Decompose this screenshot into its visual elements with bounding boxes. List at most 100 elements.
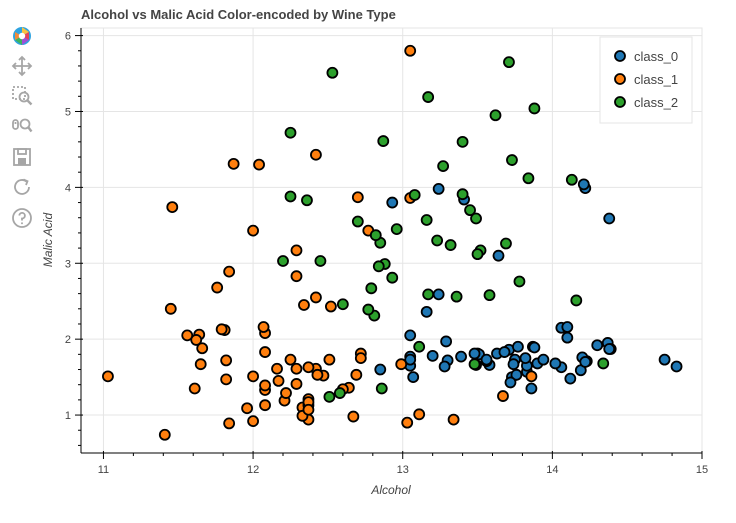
point-class_2 [437, 160, 450, 173]
point-class_1 [290, 244, 303, 257]
point-class_1 [395, 358, 408, 371]
point-class_1 [223, 417, 236, 430]
legend-marker-class_0 [614, 50, 626, 62]
legend-label-class_0: class_0 [634, 49, 678, 64]
legend-label-class_1: class_1 [634, 72, 678, 87]
point-class_1 [190, 334, 203, 346]
point-class_2 [570, 294, 583, 307]
point-class_0 [440, 335, 453, 348]
point-class_0 [512, 340, 524, 353]
point-class_1 [247, 224, 259, 237]
point-class_2 [431, 234, 444, 247]
point-class_2 [422, 288, 435, 301]
x-tick-label: 13 [397, 464, 409, 476]
point-class_2 [362, 303, 375, 316]
point-class_1 [310, 148, 322, 161]
point-class_1 [404, 44, 417, 57]
point-class_0 [404, 353, 417, 366]
pan-icon[interactable] [10, 54, 34, 78]
point-class_2 [444, 239, 457, 251]
wheel-zoom-icon[interactable] [10, 114, 34, 138]
point-class_0 [468, 347, 481, 360]
point-class_0 [432, 288, 445, 301]
point-class_1 [290, 378, 303, 390]
point-class_1 [354, 352, 367, 365]
y-tick-label: 5 [65, 106, 71, 118]
point-class_1 [280, 387, 292, 399]
point-class_2 [314, 255, 327, 267]
point-class_1 [158, 428, 171, 441]
point-class_2 [565, 173, 578, 186]
box-zoom-icon[interactable] [10, 84, 34, 108]
point-class_1 [525, 370, 538, 383]
point-class_1 [413, 408, 426, 421]
point-class_0 [519, 352, 532, 365]
y-tick-label: 1 [65, 410, 71, 422]
point-class_2 [500, 237, 512, 250]
point-class_1 [302, 361, 315, 374]
save-icon[interactable] [10, 145, 34, 169]
point-class_1 [350, 368, 363, 381]
legend-marker-class_1 [614, 73, 626, 85]
point-class_1 [290, 362, 303, 375]
point-class_2 [422, 91, 435, 103]
y-tick-label: 6 [65, 31, 71, 43]
point-class_0 [525, 382, 538, 395]
point-class_0 [374, 363, 387, 376]
point-class_1 [247, 370, 259, 383]
x-tick-label: 15 [696, 464, 708, 476]
point-class_1 [497, 390, 509, 402]
help-icon[interactable] [10, 206, 34, 230]
point-class_0 [549, 357, 562, 370]
point-class_2 [513, 275, 526, 288]
point-class_2 [284, 126, 297, 139]
bokeh-logo-icon[interactable] [10, 24, 34, 48]
point-class_1 [323, 353, 336, 366]
point-class_0 [492, 249, 505, 262]
point-class_0 [426, 349, 439, 362]
point-class_2 [365, 282, 378, 295]
point-class_1 [259, 379, 271, 392]
point-class_2 [326, 66, 339, 79]
point-class_2 [323, 390, 336, 403]
x-tick-label: 11 [98, 464, 109, 476]
point-class_1 [298, 299, 310, 311]
point-class_2 [597, 357, 610, 370]
reset-icon[interactable] [10, 175, 34, 199]
point-class_2 [470, 212, 482, 225]
legend-marker-class_2 [614, 96, 626, 108]
point-class_1 [290, 270, 303, 283]
point-class_1 [166, 201, 179, 214]
point-class_0 [603, 212, 616, 225]
point-class_2 [386, 271, 399, 284]
point-class_2 [506, 154, 518, 166]
point-class_0 [504, 376, 517, 389]
point-class_1 [188, 382, 201, 395]
point-class_1 [259, 346, 271, 358]
point-class_2 [277, 255, 289, 267]
point-class_0 [438, 360, 451, 373]
point-class_1 [347, 410, 360, 423]
point-class_2 [450, 290, 463, 303]
point-class_2 [503, 56, 515, 69]
point-class_1 [284, 353, 297, 366]
point-class_2 [464, 204, 476, 217]
point-class_0 [455, 350, 467, 363]
point-class_2 [375, 382, 388, 395]
point-class_0 [658, 353, 671, 366]
point-class_0 [498, 346, 511, 358]
y-axis-label: Malic Acid [41, 213, 55, 268]
point-class_2 [413, 340, 426, 353]
point-class_2 [471, 248, 484, 261]
point-class_0 [420, 305, 433, 318]
point-class_1 [311, 368, 324, 381]
point-class_2 [468, 358, 481, 371]
point-class_1 [324, 300, 337, 313]
data-points [102, 44, 683, 441]
point-class_0 [507, 358, 520, 371]
point-class_2 [420, 214, 433, 226]
point-class_1 [310, 291, 322, 304]
point-class_2 [390, 223, 403, 236]
legend: class_0 class_1 class_2 [599, 36, 693, 124]
